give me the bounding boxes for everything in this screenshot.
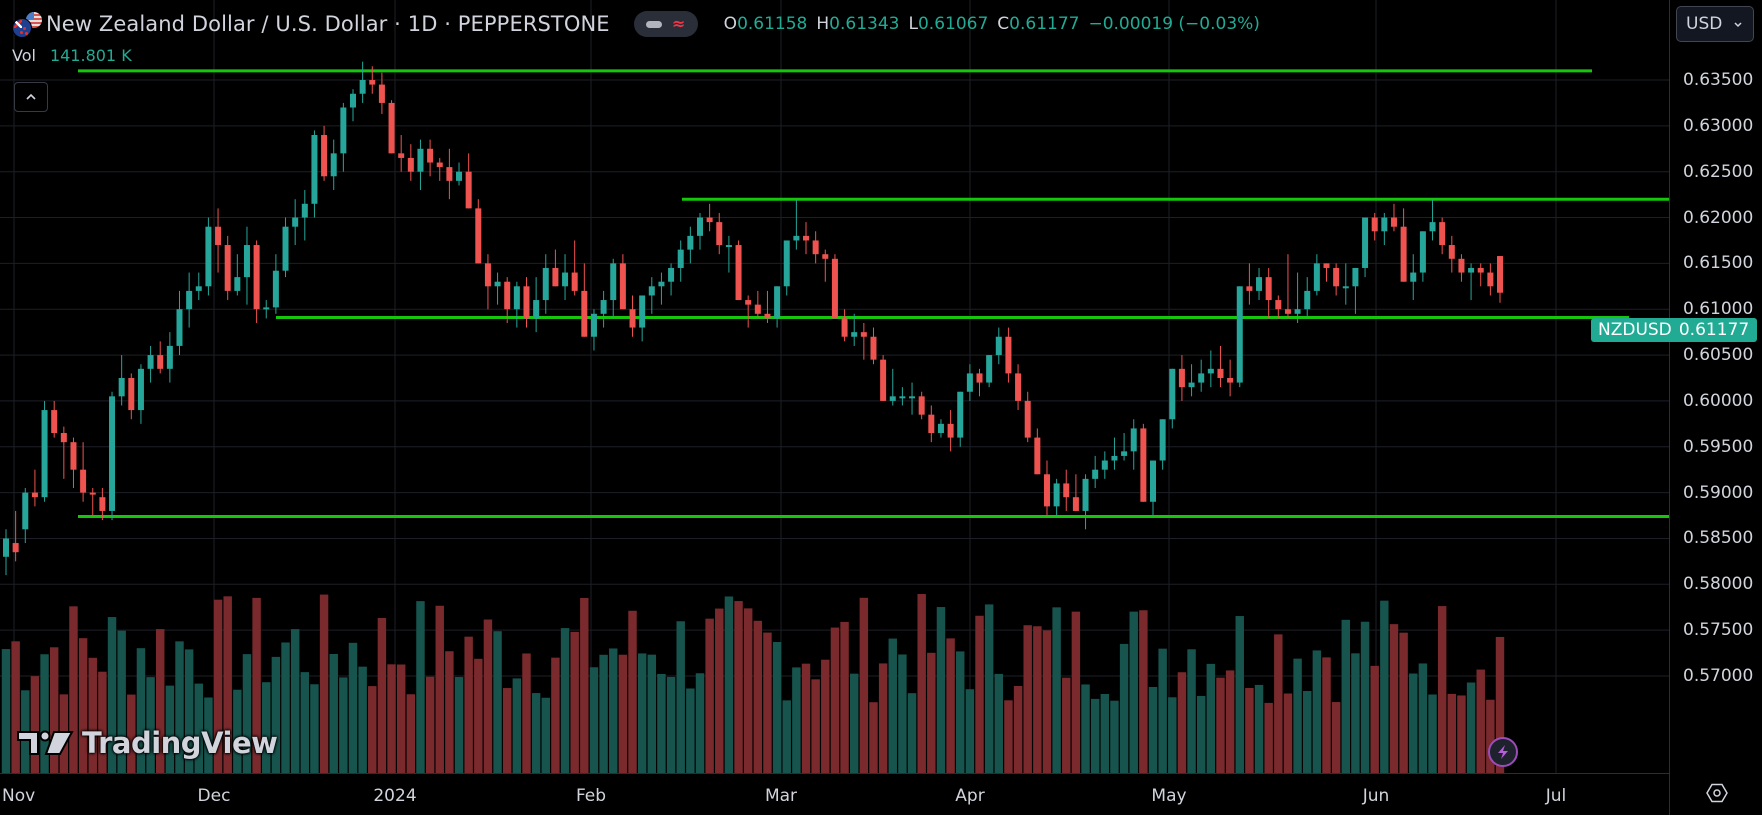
volume-label[interactable]: Vol: [12, 46, 36, 65]
high-label: H: [816, 14, 830, 34]
collapse-legend-button[interactable]: [14, 82, 48, 112]
close-label: C: [997, 14, 1010, 34]
price-tick-label: 0.57000: [1683, 665, 1754, 686]
close-value: 0.61177: [1009, 14, 1080, 34]
volume-value: 141.801 K: [49, 46, 132, 65]
horizontal-trendlines[interactable]: [78, 69, 1669, 518]
price-axis-border: [1669, 0, 1670, 815]
price-tick-label: 0.58500: [1683, 528, 1754, 549]
low-label: L: [908, 14, 918, 34]
time-tick-label: Dec: [197, 786, 231, 806]
price-tick-label: 0.62500: [1683, 161, 1754, 182]
price-tick-label: 0.57500: [1683, 620, 1754, 641]
currency-label: USD: [1686, 14, 1723, 34]
currency-select[interactable]: USD: [1676, 6, 1754, 42]
open-value: 0.61158: [737, 14, 808, 34]
time-tick-label: Feb: [575, 786, 607, 806]
chevron-up-icon: [26, 93, 36, 100]
volume-legend: Vol 141.801 K: [12, 46, 132, 65]
candlesticks: [3, 61, 1503, 576]
price-tick-label: 0.62000: [1683, 207, 1754, 228]
last-price-tag: 0.61177: [1671, 318, 1757, 342]
time-tick-label: Jul: [1545, 786, 1567, 806]
time-tick-label: 2024: [373, 786, 417, 806]
ohlc-values: O0.61158 H0.61343 L0.61067 C0.61177 −0.0…: [724, 14, 1260, 34]
price-tick-label: 0.60000: [1683, 390, 1754, 411]
time-tick-label: May: [1151, 786, 1187, 806]
time-tick-label: Mar: [764, 786, 798, 806]
price-tick-label: 0.60500: [1683, 345, 1754, 366]
lightning-button[interactable]: [1488, 737, 1518, 767]
price-tick-label: 0.63000: [1683, 115, 1754, 136]
lightning-icon: [1498, 745, 1508, 759]
price-tick-label: 0.61000: [1683, 299, 1754, 320]
open-label: O: [723, 14, 738, 34]
high-value: 0.61343: [829, 14, 900, 34]
time-tick-label: Nov: [2, 786, 36, 806]
tradingview-watermark[interactable]: TradingView: [16, 726, 278, 760]
nz-flag-icon: [12, 18, 32, 38]
price-tick-label: 0.59000: [1683, 482, 1754, 503]
symbol-price-tag: NZDUSD: [1591, 318, 1679, 342]
tradingview-logo-icon: [17, 730, 74, 755]
market-closed-icon: [645, 20, 662, 28]
price-tick-label: 0.58000: [1683, 574, 1754, 595]
watermark-text: TradingView: [82, 726, 278, 760]
price-tick-label: 0.63500: [1683, 70, 1754, 90]
time-tick-label: Jun: [1362, 786, 1390, 806]
currency-flags-icon: [12, 10, 42, 38]
low-value: 0.61067: [917, 14, 989, 34]
chart-canvas[interactable]: [0, 0, 1669, 773]
price-tick-label: 0.61500: [1683, 253, 1754, 274]
market-status-pill[interactable]: ≈: [633, 11, 698, 37]
symbol-legend: New Zealand Dollar / U.S. Dollar · 1D · …: [12, 10, 1260, 38]
data-delay-icon: ≈: [671, 14, 686, 33]
time-tick-label: Apr: [955, 786, 985, 806]
volume-bars: [1, 594, 1505, 773]
symbol-title[interactable]: New Zealand Dollar / U.S. Dollar · 1D · …: [46, 12, 610, 36]
change-value: −0.00019 (−0.03%): [1088, 14, 1260, 34]
chevron-down-icon: [1734, 22, 1742, 28]
time-axis-border: [0, 773, 1669, 774]
settings-hexagon-icon[interactable]: [1705, 781, 1729, 805]
price-tick-label: 0.59500: [1683, 436, 1754, 457]
